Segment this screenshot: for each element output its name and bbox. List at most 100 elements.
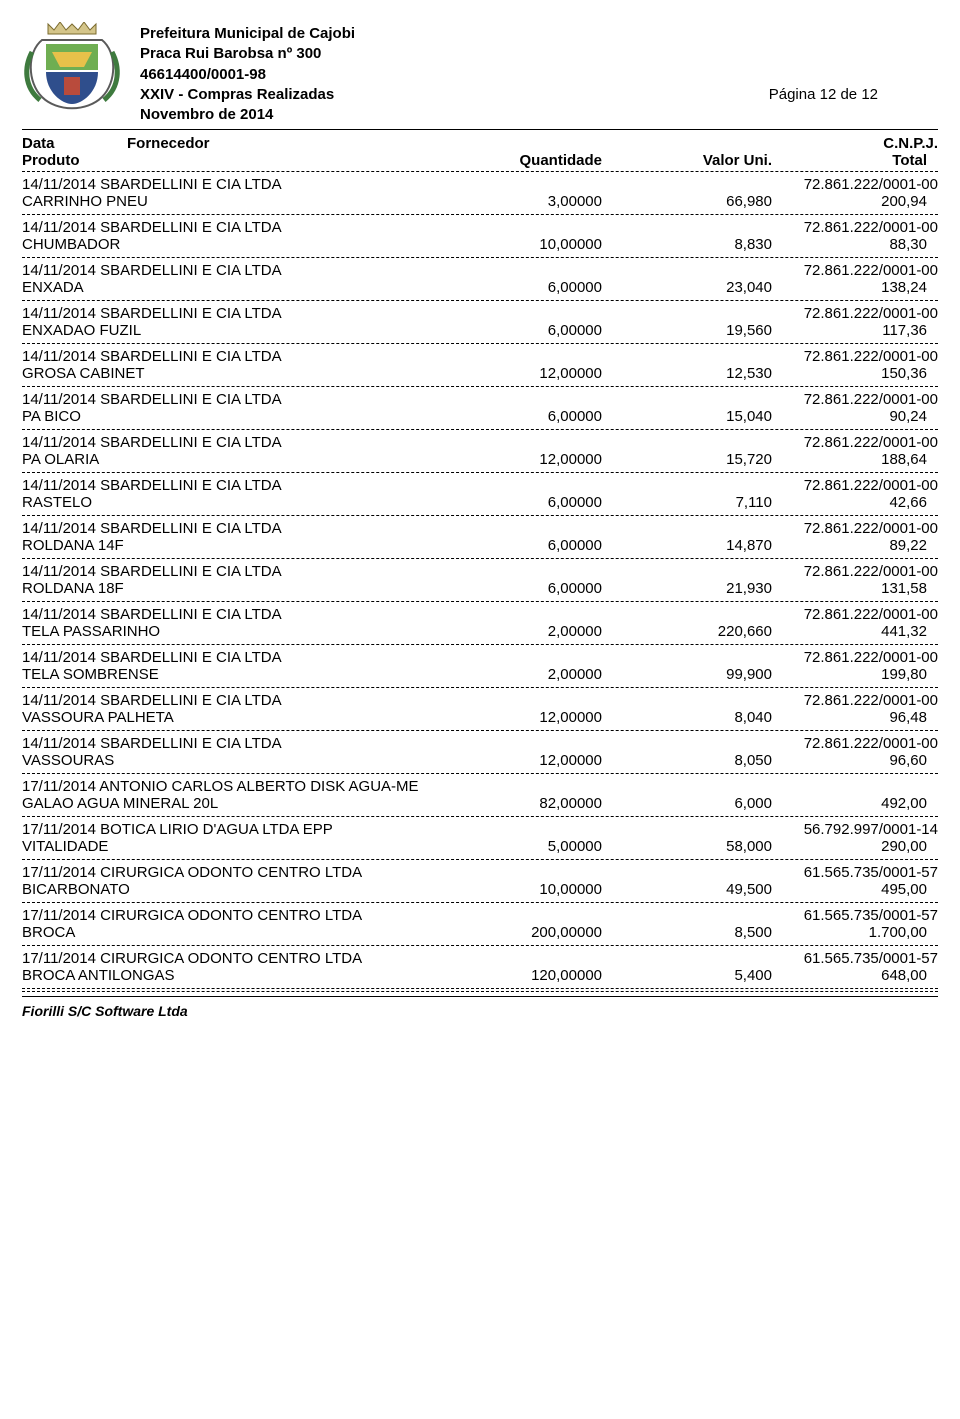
entry-separator: [22, 558, 938, 559]
entry-separator: [22, 171, 938, 172]
footer-dashline: [22, 991, 938, 992]
entry-total: 1.700,00: [772, 924, 927, 941]
entry-date-fornecedor: 14/11/2014 SBARDELLINI E CIA LTDA: [22, 348, 738, 365]
entry-produto: ENXADA: [22, 279, 392, 296]
entry-cnpj: 72.861.222/0001-00: [738, 391, 938, 408]
entry-produto: CARRINHO PNEU: [22, 193, 392, 210]
entry-produto: ROLDANA 18F: [22, 580, 392, 597]
entry-date-fornecedor: 14/11/2014 SBARDELLINI E CIA LTDA: [22, 563, 738, 580]
entry-produto: GROSA CABINET: [22, 365, 392, 382]
entry-produto: TELA PASSARINHO: [22, 623, 392, 640]
entry-quantidade: 200,00000: [392, 924, 602, 941]
entry-cnpj: 72.861.222/0001-00: [738, 692, 938, 709]
purchase-entry: 14/11/2014 SBARDELLINI E CIA LTDA72.861.…: [22, 303, 938, 341]
entry-cnpj: 72.861.222/0001-00: [738, 520, 938, 537]
footer-software-credit: Fiorilli S/C Software Ltda: [22, 1003, 938, 1019]
entry-date-fornecedor: 14/11/2014 SBARDELLINI E CIA LTDA: [22, 434, 738, 451]
entry-total: 42,66: [772, 494, 927, 511]
entry-valor-uni: 49,500: [602, 881, 772, 898]
entry-date-fornecedor: 14/11/2014 SBARDELLINI E CIA LTDA: [22, 262, 738, 279]
entry-quantidade: 12,00000: [392, 451, 602, 468]
entry-valor-uni: 8,040: [602, 709, 772, 726]
entry-separator: [22, 988, 938, 989]
entry-produto: BICARBONATO: [22, 881, 392, 898]
entry-produto: CHUMBADOR: [22, 236, 392, 253]
entry-separator: [22, 386, 938, 387]
entry-cnpj: 72.861.222/0001-00: [738, 563, 938, 580]
entry-quantidade: 2,00000: [392, 666, 602, 683]
entry-cnpj: 72.861.222/0001-00: [738, 305, 938, 322]
entry-produto: VASSOURA PALHETA: [22, 709, 392, 726]
purchase-entry: 14/11/2014 SBARDELLINI E CIA LTDA72.861.…: [22, 217, 938, 255]
purchase-entry: 14/11/2014 SBARDELLINI E CIA LTDA72.861.…: [22, 518, 938, 556]
entry-separator: [22, 859, 938, 860]
entry-quantidade: 5,00000: [392, 838, 602, 855]
purchase-entry: 14/11/2014 SBARDELLINI E CIA LTDA72.861.…: [22, 647, 938, 685]
entry-separator: [22, 343, 938, 344]
entry-date-fornecedor: 17/11/2014 CIRURGICA ODONTO CENTRO LTDA: [22, 907, 738, 924]
purchase-entry: 14/11/2014 SBARDELLINI E CIA LTDA72.861.…: [22, 260, 938, 298]
entry-total: 495,00: [772, 881, 927, 898]
entry-cnpj: 72.861.222/0001-00: [738, 477, 938, 494]
entry-date-fornecedor: 14/11/2014 SBARDELLINI E CIA LTDA: [22, 735, 738, 752]
entry-total: 290,00: [772, 838, 927, 855]
header-line-1: Prefeitura Municipal de Cajobi: [140, 24, 355, 44]
purchase-entry: 14/11/2014 SBARDELLINI E CIA LTDA72.861.…: [22, 733, 938, 771]
page-indicator: Página 12 de 12: [769, 85, 878, 105]
entry-cnpj: 72.861.222/0001-00: [738, 262, 938, 279]
entry-cnpj: 72.861.222/0001-00: [738, 176, 938, 193]
purchase-entry: 14/11/2014 SBARDELLINI E CIA LTDA72.861.…: [22, 561, 938, 599]
entry-total: 199,80: [772, 666, 927, 683]
entry-quantidade: 6,00000: [392, 279, 602, 296]
entry-total: 200,94: [772, 193, 927, 210]
entry-produto: PA BICO: [22, 408, 392, 425]
entry-valor-uni: 8,050: [602, 752, 772, 769]
entry-cnpj: 72.861.222/0001-00: [738, 649, 938, 666]
entry-valor-uni: 23,040: [602, 279, 772, 296]
entry-valor-uni: 8,500: [602, 924, 772, 941]
purchase-entry: 14/11/2014 SBARDELLINI E CIA LTDA72.861.…: [22, 389, 938, 427]
purchase-entry: 14/11/2014 SBARDELLINI E CIA LTDA72.861.…: [22, 346, 938, 384]
entry-quantidade: 82,00000: [392, 795, 602, 812]
entries-container: 14/11/2014 SBARDELLINI E CIA LTDA72.861.…: [22, 171, 938, 989]
entry-separator: [22, 429, 938, 430]
entry-valor-uni: 58,000: [602, 838, 772, 855]
entry-cnpj: 56.792.997/0001-14: [738, 821, 938, 838]
entry-date-fornecedor: 17/11/2014 BOTICA LIRIO D'AGUA LTDA EPP: [22, 821, 738, 838]
entry-cnpj: 72.861.222/0001-00: [738, 735, 938, 752]
report-header: Prefeitura Municipal de Cajobi Praca Rui…: [22, 22, 938, 125]
entry-date-fornecedor: 14/11/2014 SBARDELLINI E CIA LTDA: [22, 692, 738, 709]
entry-date-fornecedor: 14/11/2014 SBARDELLINI E CIA LTDA: [22, 219, 738, 236]
purchase-entry: 17/11/2014 BOTICA LIRIO D'AGUA LTDA EPP5…: [22, 819, 938, 857]
entry-total: 96,60: [772, 752, 927, 769]
entry-cnpj: [738, 778, 938, 795]
purchase-entry: 17/11/2014 CIRURGICA ODONTO CENTRO LTDA6…: [22, 862, 938, 900]
col-total-label: Total: [772, 152, 927, 169]
entry-produto: ROLDANA 14F: [22, 537, 392, 554]
entry-separator: [22, 902, 938, 903]
purchase-entry: 14/11/2014 SBARDELLINI E CIA LTDA72.861.…: [22, 432, 938, 470]
entry-total: 492,00: [772, 795, 927, 812]
purchase-entry: 14/11/2014 SBARDELLINI E CIA LTDA72.861.…: [22, 604, 938, 642]
entry-separator: [22, 257, 938, 258]
entry-total: 117,36: [772, 322, 927, 339]
entry-quantidade: 3,00000: [392, 193, 602, 210]
entry-cnpj: 61.565.735/0001-57: [738, 864, 938, 881]
entry-valor-uni: 8,830: [602, 236, 772, 253]
entry-date-fornecedor: 14/11/2014 SBARDELLINI E CIA LTDA: [22, 391, 738, 408]
entry-date-fornecedor: 14/11/2014 SBARDELLINI E CIA LTDA: [22, 305, 738, 322]
entry-separator: [22, 644, 938, 645]
entry-separator: [22, 730, 938, 731]
entry-total: 188,64: [772, 451, 927, 468]
entry-quantidade: 12,00000: [392, 709, 602, 726]
entry-valor-uni: 14,870: [602, 537, 772, 554]
entry-quantidade: 10,00000: [392, 236, 602, 253]
entry-separator: [22, 300, 938, 301]
municipal-crest-icon: [22, 22, 122, 112]
purchase-entry: 14/11/2014 SBARDELLINI E CIA LTDA72.861.…: [22, 475, 938, 513]
entry-date-fornecedor: 14/11/2014 SBARDELLINI E CIA LTDA: [22, 606, 738, 623]
col-quantidade-label: Quantidade: [392, 152, 602, 169]
entry-quantidade: 6,00000: [392, 408, 602, 425]
header-line-3: 46614400/0001-98: [140, 65, 266, 85]
entry-produto: ENXADAO FUZIL: [22, 322, 392, 339]
